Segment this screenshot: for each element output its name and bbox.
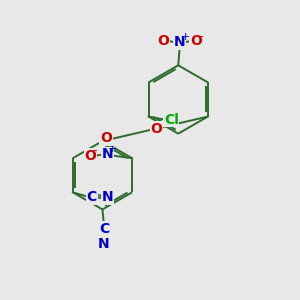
Text: C: C xyxy=(99,222,109,236)
Text: +: + xyxy=(108,144,117,154)
Text: O: O xyxy=(190,34,202,48)
Text: O: O xyxy=(151,122,163,136)
Text: N: N xyxy=(101,190,113,204)
Text: O: O xyxy=(158,34,169,48)
Text: C: C xyxy=(87,190,97,204)
Text: Cl: Cl xyxy=(164,112,179,127)
Text: -: - xyxy=(92,144,97,157)
Text: O: O xyxy=(84,149,96,163)
Text: N: N xyxy=(102,147,113,161)
Text: O: O xyxy=(100,131,112,145)
Text: N: N xyxy=(174,35,185,50)
Text: N: N xyxy=(98,237,110,251)
Text: +: + xyxy=(180,32,190,42)
Text: -: - xyxy=(198,30,203,43)
